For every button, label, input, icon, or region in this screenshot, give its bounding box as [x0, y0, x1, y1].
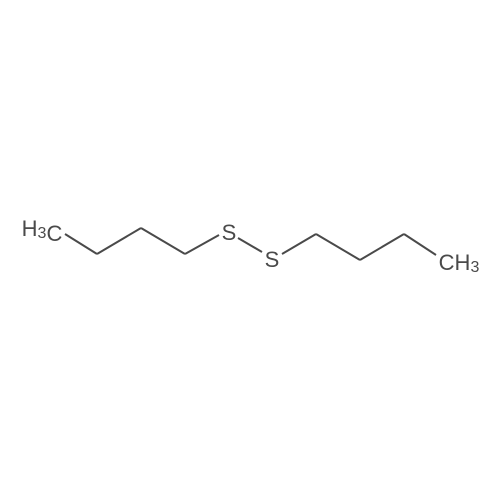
bond	[282, 234, 316, 254]
bond	[404, 234, 436, 255]
atom-label-ch3-left: H3C	[22, 216, 63, 246]
bond	[238, 238, 262, 252]
bond	[97, 228, 141, 254]
atom-label-ch3-right: CH3	[439, 250, 480, 276]
atom-label-s-left: S	[222, 220, 237, 245]
atom-label-s-right: S	[265, 247, 280, 272]
bond	[65, 234, 97, 254]
bond	[141, 228, 185, 254]
molecule-diagram: H3C S S CH3	[0, 0, 500, 500]
bond	[360, 234, 404, 260]
bond	[316, 234, 360, 260]
bond	[185, 235, 219, 254]
